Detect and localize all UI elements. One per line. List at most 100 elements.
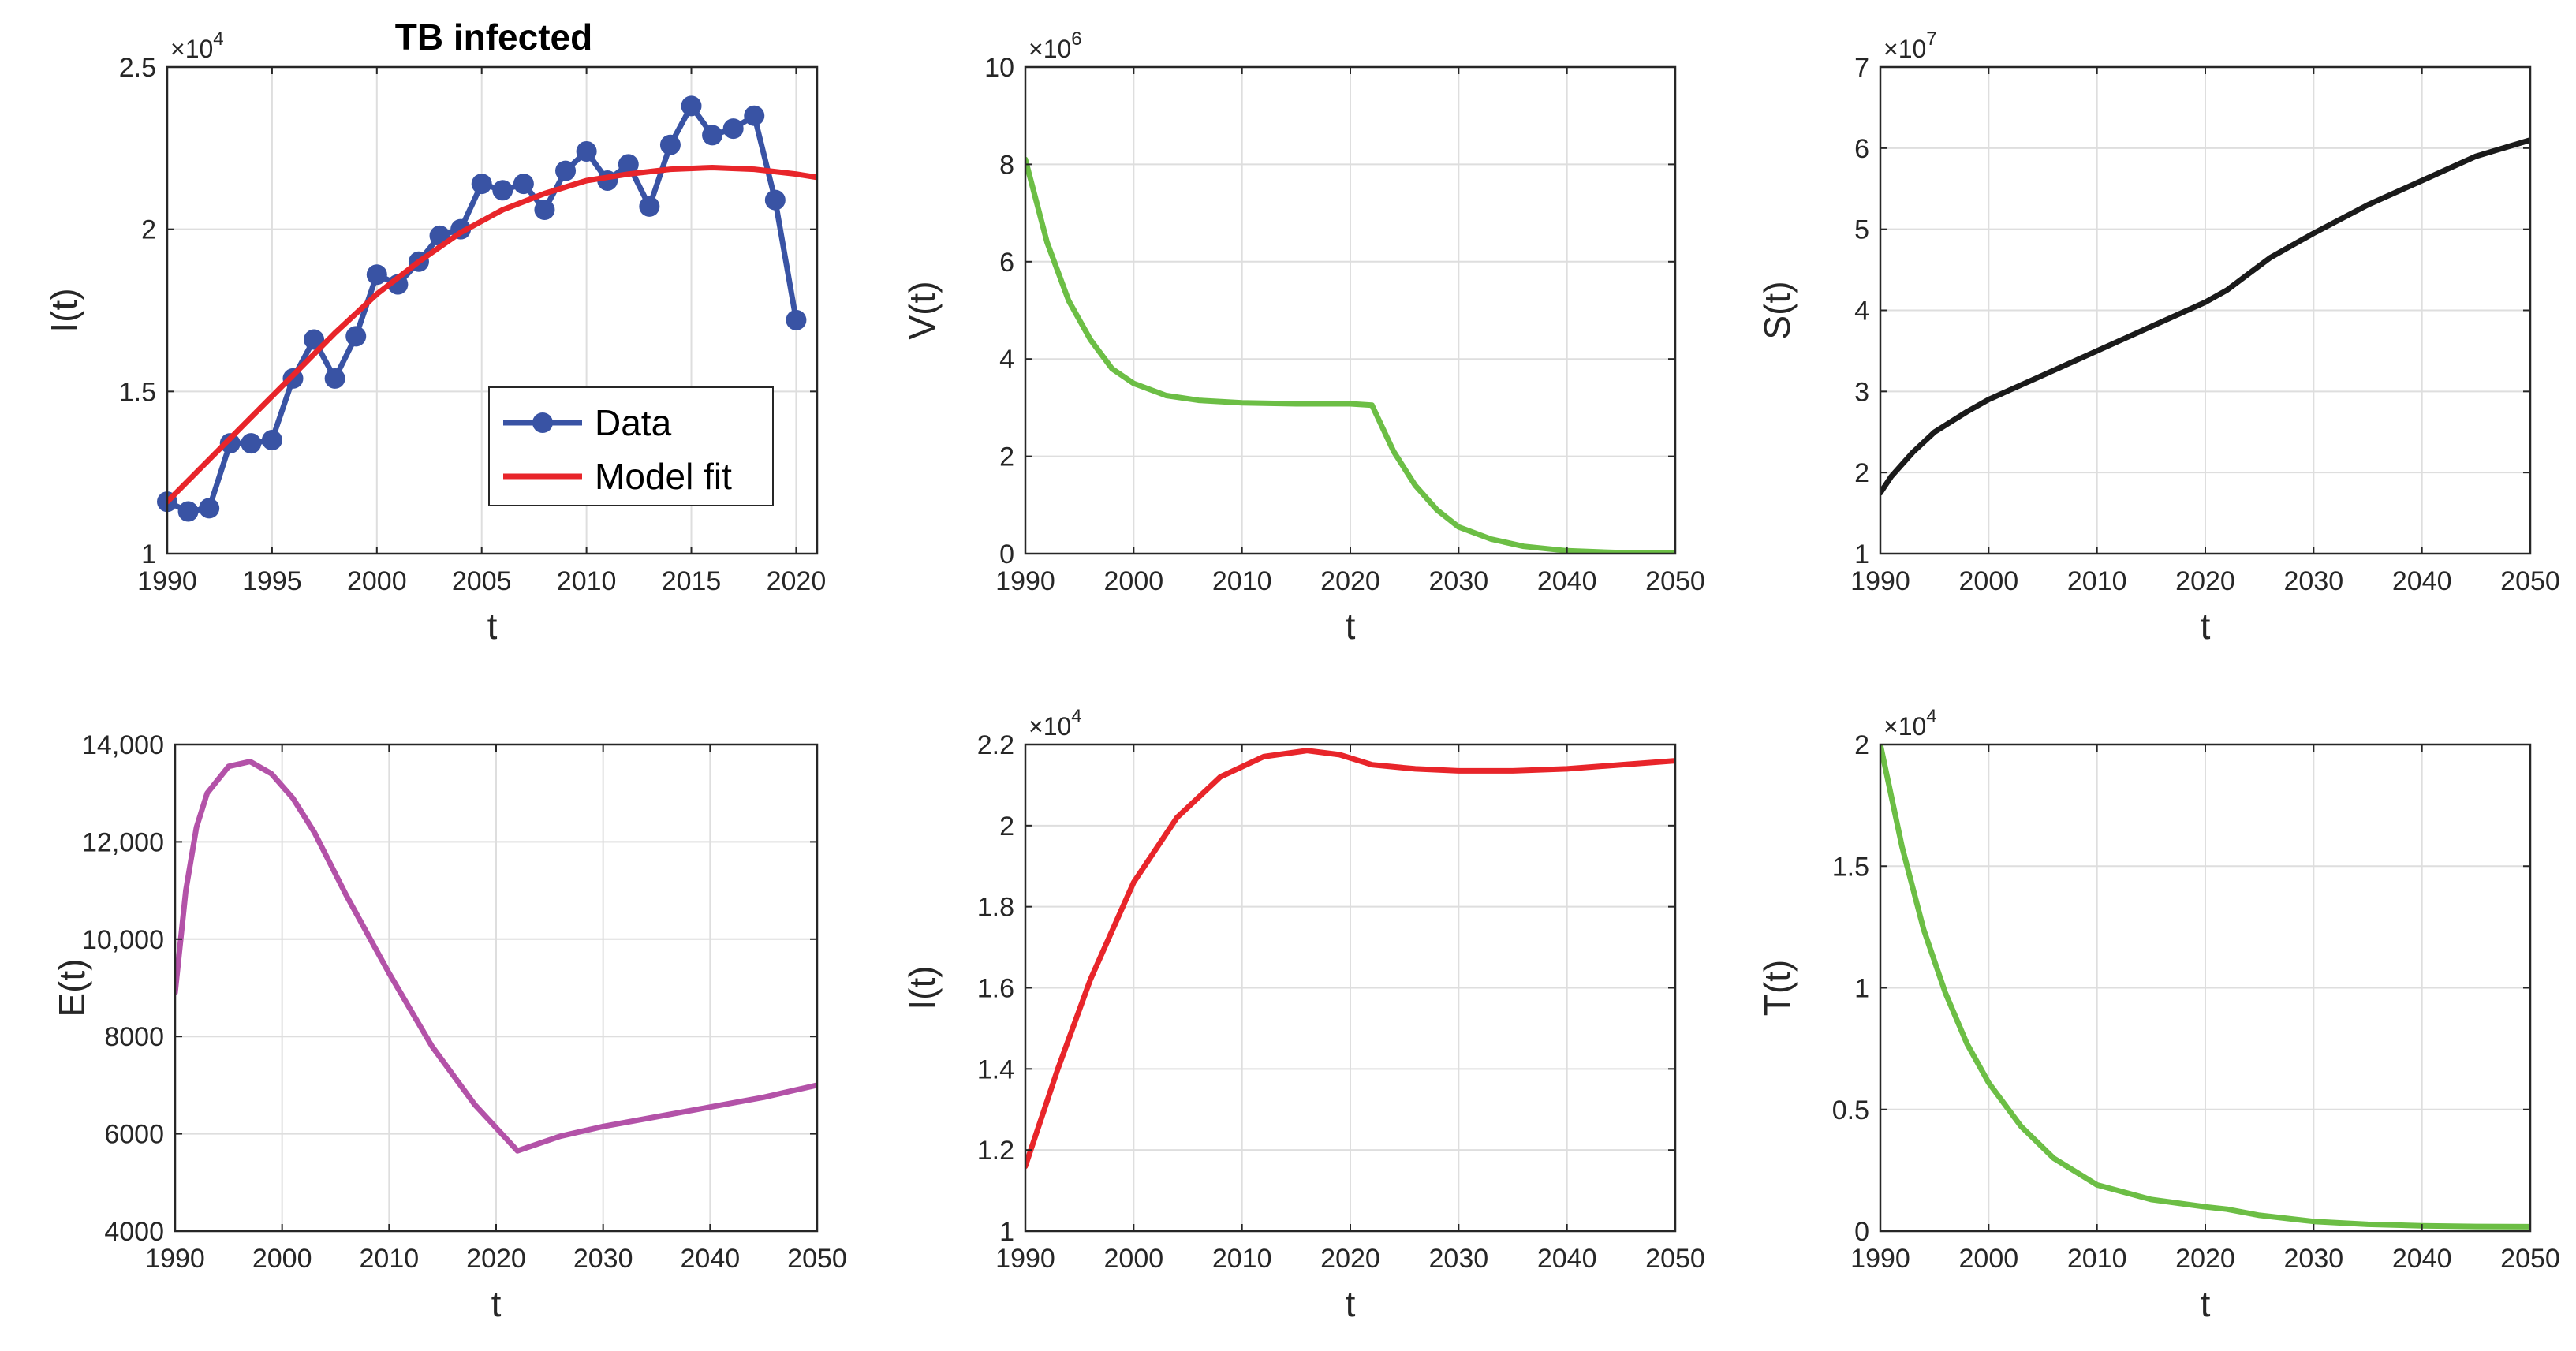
axes-box bbox=[166, 65, 819, 555]
x-tick-label: 2040 bbox=[1537, 566, 1597, 596]
y-axis-label: E(t) bbox=[51, 958, 92, 1017]
data-point bbox=[618, 154, 639, 175]
y-tick-label: 12,000 bbox=[82, 827, 164, 857]
legend-label: Model fit bbox=[595, 456, 732, 497]
x-axis-label: t bbox=[1346, 1283, 1356, 1324]
y-tick-label: 4 bbox=[999, 345, 1014, 375]
x-tick-label: 2030 bbox=[2284, 566, 2344, 596]
y-tick-label: 1.8 bbox=[977, 893, 1014, 923]
x-tick-label: 2030 bbox=[1429, 566, 1489, 596]
x-axis-label: t bbox=[1346, 606, 1356, 647]
data-point bbox=[199, 498, 220, 519]
x-tick-label: 2020 bbox=[767, 566, 827, 596]
x-tick-label: 2020 bbox=[1320, 566, 1380, 596]
data-point bbox=[304, 329, 325, 350]
chart-panel-p2: 1990 2000 2010 2020 2030 2040 2050 0 2 4 6 8 10 ×106 t… bbox=[902, 28, 1705, 647]
y-tick-label: 1.4 bbox=[977, 1054, 1014, 1084]
y-tick-label: 3 bbox=[1854, 377, 1869, 407]
y-tick-label: 6 bbox=[1854, 134, 1869, 164]
exponent-label: ×104 bbox=[170, 28, 224, 63]
x-tick-label: 1990 bbox=[145, 1244, 205, 1274]
chart-panel-p4: 1990 2000 2010 2020 2030 2040 2050 4000 6000 8000… bbox=[51, 730, 847, 1324]
data-point bbox=[576, 140, 597, 162]
series-line-e bbox=[175, 759, 817, 1154]
x-tick-label: 2000 bbox=[347, 566, 407, 596]
y-axis-label: I(t) bbox=[43, 288, 84, 332]
series-line-v bbox=[1025, 156, 1675, 554]
x-tick-label: 2050 bbox=[1645, 566, 1705, 596]
data-point bbox=[219, 433, 241, 454]
x-tick-label: 2010 bbox=[2067, 1244, 2127, 1274]
y-tick-label: 8000 bbox=[104, 1022, 164, 1052]
data-point bbox=[555, 160, 577, 181]
y-tick-label: 1.2 bbox=[977, 1136, 1014, 1166]
chart-title: TB infected bbox=[395, 17, 592, 58]
data-point bbox=[702, 125, 723, 146]
legend-box bbox=[488, 386, 774, 506]
series-line-t bbox=[1880, 745, 2530, 1230]
y-tick-label: 8 bbox=[999, 150, 1014, 180]
x-tick-label: 2050 bbox=[787, 1244, 847, 1274]
y-tick-label: 0 bbox=[999, 539, 1014, 569]
x-tick-label: 2050 bbox=[2500, 1244, 2560, 1274]
x-tick-label: 2030 bbox=[573, 1244, 633, 1274]
data-point bbox=[764, 189, 786, 211]
series-line-model-fit bbox=[167, 165, 817, 505]
x-tick-label: 2040 bbox=[2392, 1244, 2452, 1274]
x-axis-label: t bbox=[2201, 1283, 2211, 1324]
data-point bbox=[744, 105, 765, 126]
y-tick-label: 14,000 bbox=[82, 730, 164, 760]
exponent-label: ×104 bbox=[1883, 706, 1937, 741]
x-tick-label: 2030 bbox=[2284, 1244, 2344, 1274]
x-tick-label: 1990 bbox=[995, 566, 1055, 596]
x-tick-label: 2000 bbox=[1959, 1244, 2019, 1274]
x-tick-label: 2015 bbox=[662, 566, 722, 596]
data-point bbox=[722, 118, 744, 140]
y-tick-label: 5 bbox=[1854, 215, 1869, 245]
x-tick-label: 2010 bbox=[360, 1244, 420, 1274]
data-point bbox=[366, 264, 387, 286]
data-point bbox=[345, 326, 367, 347]
exponent-label: ×104 bbox=[1029, 706, 1082, 741]
legend-marker bbox=[532, 412, 553, 433]
y-tick-label: 0.5 bbox=[1832, 1095, 1869, 1125]
y-axis-label: S(t) bbox=[1757, 281, 1798, 339]
y-tick-label: 1 bbox=[1854, 974, 1869, 1004]
y-tick-label: 10,000 bbox=[82, 925, 164, 955]
x-tick-label: 2030 bbox=[1429, 1244, 1489, 1274]
x-tick-label: 2020 bbox=[2175, 1244, 2235, 1274]
y-tick-label: 1.5 bbox=[1832, 852, 1869, 882]
y-axis-label: T(t) bbox=[1757, 960, 1798, 1017]
exponent-label: ×106 bbox=[1029, 28, 1082, 63]
legend: Data Model fit bbox=[488, 386, 774, 506]
x-tick-label: 2000 bbox=[1104, 1244, 1164, 1274]
data-point bbox=[639, 196, 660, 217]
data-point bbox=[241, 433, 262, 454]
x-tick-label: 2050 bbox=[1645, 1244, 1705, 1274]
data-point bbox=[534, 199, 555, 220]
y-tick-label: 7 bbox=[1854, 53, 1869, 83]
y-tick-label: 6000 bbox=[104, 1120, 164, 1150]
x-tick-label: 2000 bbox=[1104, 566, 1164, 596]
data-point bbox=[659, 134, 681, 155]
x-tick-label: 2010 bbox=[557, 566, 617, 596]
chart-panel-p6: 1990 2000 2010 2020 2030 2040 2050 0 0.5 1 1.5 2 ×10… bbox=[1757, 706, 2560, 1324]
y-tick-label: 4000 bbox=[104, 1217, 164, 1247]
x-tick-label: 2010 bbox=[1212, 1244, 1272, 1274]
x-axis-label: t bbox=[2201, 606, 2211, 647]
x-tick-label: 2050 bbox=[2500, 566, 2560, 596]
x-tick-label: 2040 bbox=[2392, 566, 2452, 596]
x-tick-label: 2020 bbox=[2175, 566, 2235, 596]
data-point bbox=[681, 95, 702, 117]
x-tick-label: 2010 bbox=[1212, 566, 1272, 596]
x-tick-label: 1990 bbox=[1850, 566, 1910, 596]
x-tick-label: 1995 bbox=[242, 566, 302, 596]
y-tick-label: 2 bbox=[999, 812, 1014, 842]
x-tick-label: 1990 bbox=[995, 1244, 1055, 1274]
y-tick-label: 1 bbox=[141, 539, 156, 569]
y-tick-label: 2 bbox=[999, 442, 1014, 472]
data-point bbox=[261, 430, 282, 451]
x-axis-label: t bbox=[491, 1283, 502, 1324]
series-line-s bbox=[1880, 137, 2530, 496]
